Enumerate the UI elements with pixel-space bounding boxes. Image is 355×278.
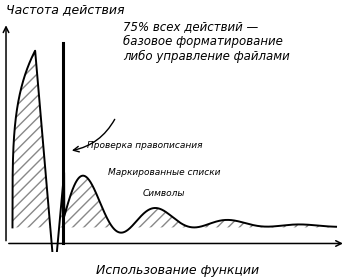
Text: Частота действия: Частота действия: [6, 3, 125, 16]
Text: Маркированные списки: Маркированные списки: [108, 168, 220, 177]
Text: Символы: Символы: [143, 190, 185, 198]
Text: Проверка правописания: Проверка правописания: [87, 141, 202, 150]
Text: 75% всех действий —
базовое форматирование
либо управление файлами: 75% всех действий — базовое форматирован…: [123, 20, 290, 63]
Text: Использование функции: Использование функции: [96, 264, 259, 277]
